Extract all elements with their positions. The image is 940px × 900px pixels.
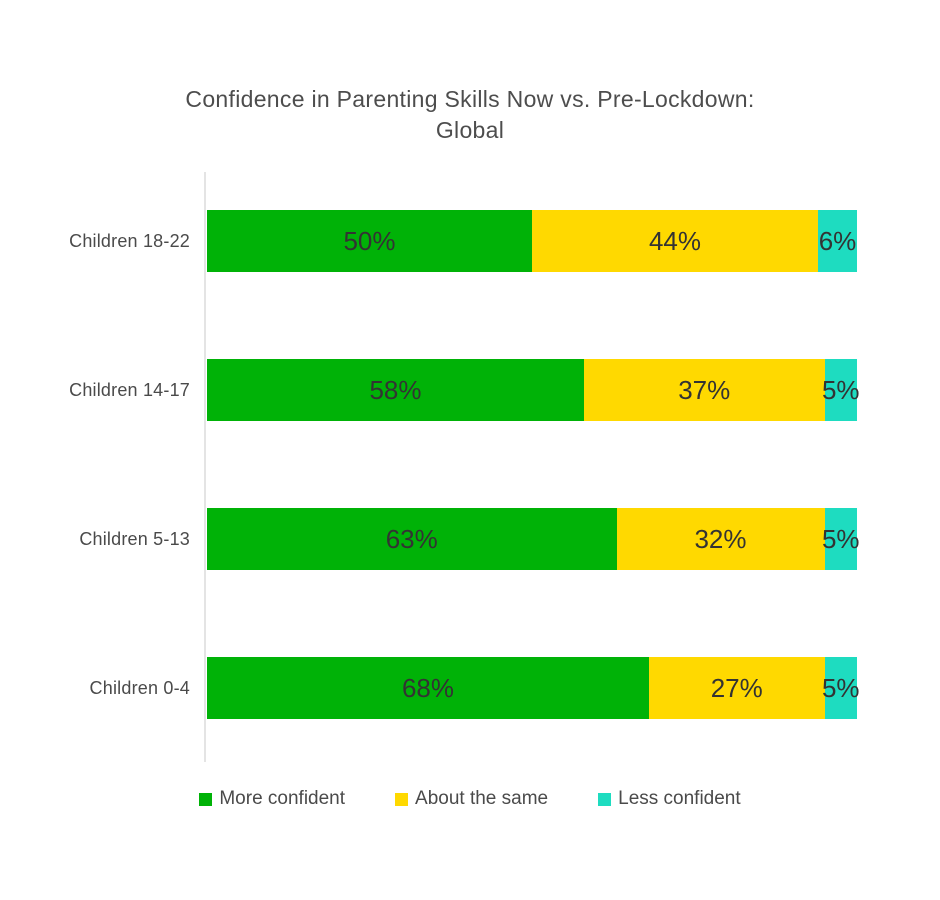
stacked-bar: 68% 27% 5%	[207, 657, 860, 719]
bar-row: Children 18-22 50% 44% 6%	[0, 210, 940, 272]
value-label: 5%	[821, 374, 860, 405]
legend-label: More confident	[219, 788, 346, 809]
bar-segment-more-confident: 58%	[207, 359, 584, 421]
legend: More confident About the same Less confide…	[0, 788, 940, 810]
legend-label: Less confident	[618, 788, 741, 809]
bar-segment-less-confident: 5%	[821, 657, 860, 719]
bar-segment-about-the-same: 27%	[649, 657, 825, 719]
value-label: 50%	[343, 225, 396, 256]
value-label: 32%	[694, 523, 747, 554]
bar-segment-about-the-same: 44%	[532, 210, 818, 272]
value-label: 63%	[385, 523, 438, 554]
bar-row: Children 0-4 68% 27% 5%	[0, 657, 940, 719]
value-label: 6%	[818, 225, 857, 256]
bar-segment-less-confident: 5%	[821, 508, 860, 570]
legend-item-less-confident: Less confident	[598, 788, 741, 810]
value-label: 5%	[821, 523, 860, 554]
y-axis-line	[204, 172, 206, 762]
bar-segment-more-confident: 63%	[207, 508, 617, 570]
category-label: Children 0-4	[89, 677, 190, 698]
bar-segment-more-confident: 68%	[207, 657, 649, 719]
bar-segment-about-the-same: 32%	[616, 508, 825, 570]
value-label: 44%	[648, 225, 702, 256]
bar-segment-more-confident: 50%	[207, 210, 532, 272]
legend-item-more-confident: More confident	[199, 788, 345, 810]
stacked-bar: 63% 32% 5%	[207, 508, 860, 570]
category-label: Children 5-13	[79, 528, 190, 549]
value-label: 58%	[369, 374, 422, 405]
legend-label: About the same	[415, 788, 549, 809]
legend-item-about-the-same: About the same	[395, 788, 548, 810]
value-label: 27%	[710, 672, 763, 703]
value-label: 68%	[401, 672, 455, 703]
chart-title-line2: Global	[435, 117, 505, 143]
stacked-bar: 50% 44% 6%	[207, 210, 857, 272]
bar-segment-about-the-same: 37%	[584, 359, 825, 421]
category-label: Children 14-17	[69, 379, 190, 400]
legend-swatch-about-the-same	[395, 792, 409, 806]
value-label: 5%	[821, 672, 860, 703]
chart-title-line1: Confidence in Parenting Skills Now vs. P…	[185, 86, 755, 112]
category-label: Children 18-22	[69, 230, 190, 251]
stacked-bar: 58% 37% 5%	[207, 359, 860, 421]
bar-row: Children 5-13 63% 32% 5%	[0, 508, 940, 570]
legend-swatch-less-confident	[598, 792, 612, 806]
chart-title: Confidence in Parenting Skills Now vs. P…	[0, 84, 940, 146]
value-label: 37%	[678, 374, 731, 405]
bar-segment-less-confident: 6%	[818, 210, 857, 272]
bar-row: Children 14-17 58% 37% 5%	[0, 359, 940, 421]
legend-swatch-more-confident	[199, 792, 213, 806]
bar-segment-less-confident: 5%	[821, 359, 860, 421]
